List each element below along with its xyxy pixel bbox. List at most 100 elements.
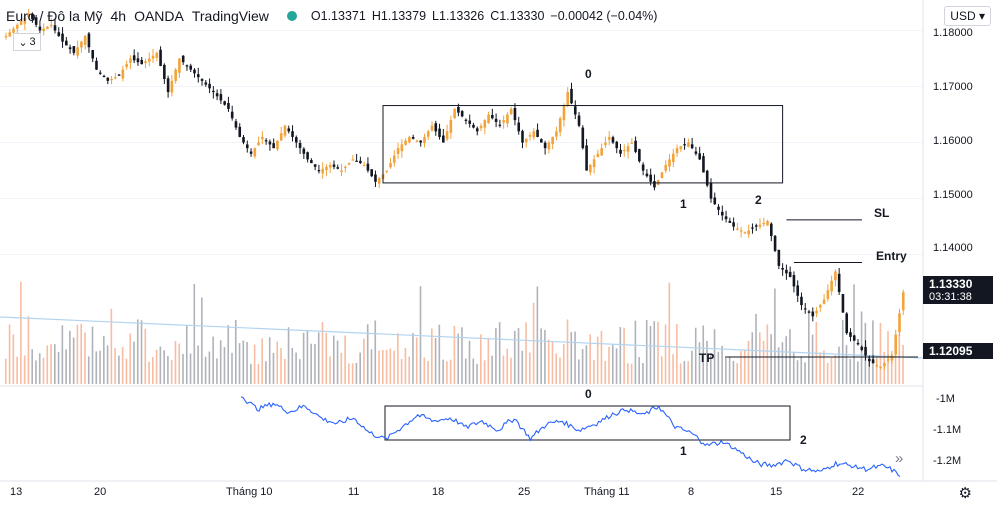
wave-point-0-label: 0 <box>585 67 592 81</box>
candle-body <box>747 230 750 235</box>
candle-body <box>68 47 72 50</box>
volume-bar <box>212 336 214 384</box>
volume-bar <box>540 328 542 384</box>
interval[interactable]: 4h <box>110 8 127 24</box>
candle-body <box>660 172 664 179</box>
candle-body <box>611 137 615 143</box>
indicator-count: 3 <box>29 36 36 48</box>
currency-selector[interactable]: USD ▾ <box>944 6 991 26</box>
candle-body <box>472 124 475 128</box>
candle-body <box>532 131 536 138</box>
volume-bar <box>694 327 697 384</box>
candle-body <box>423 136 426 144</box>
volume-bar <box>619 327 622 384</box>
volume-bar <box>389 348 392 384</box>
volume-bar <box>155 349 158 384</box>
candle-body <box>196 74 200 78</box>
high-value: H1.13379 <box>371 9 427 23</box>
candle-body <box>589 164 592 173</box>
candle-body <box>491 114 494 119</box>
candle-body <box>227 102 230 109</box>
volume-bar <box>529 352 531 384</box>
candle-body <box>8 32 12 37</box>
volume-bar <box>167 355 169 384</box>
candle-body <box>19 21 23 25</box>
volume-bar <box>136 319 139 384</box>
volume-bar <box>747 340 750 384</box>
volume-bar <box>653 321 656 384</box>
candle-body <box>80 41 83 48</box>
volume-bar <box>238 343 241 384</box>
candle-body <box>566 92 570 106</box>
volume-bar <box>110 308 113 384</box>
indicator-axis-label: -1M <box>936 393 955 405</box>
candle-body <box>344 166 347 169</box>
time-axis-label: 18 <box>432 486 445 498</box>
indicators-toggle-button[interactable]: ⌄ 3 <box>13 33 41 51</box>
candle-body <box>600 148 603 156</box>
volume-bar <box>498 322 501 384</box>
indicator-line <box>240 396 901 477</box>
candle-body <box>445 131 449 140</box>
candle-body <box>464 119 468 121</box>
volume-bar <box>91 326 94 384</box>
volume-bar <box>604 360 607 384</box>
time-axis-label: Tháng 11 <box>584 486 630 498</box>
candle-body <box>524 138 528 143</box>
candle-body <box>65 40 68 46</box>
candle-body <box>181 55 185 63</box>
candle-body <box>694 151 698 154</box>
volume-bar <box>796 360 799 384</box>
volume-bar <box>99 350 101 384</box>
symbol-name[interactable]: Euro / Đô la Mỹ <box>6 8 103 24</box>
candle-body <box>355 160 358 162</box>
scroll-to-latest-icon[interactable]: » <box>895 450 903 467</box>
candle-body <box>517 122 521 132</box>
volume-bar <box>227 325 230 384</box>
volume-bar <box>121 347 124 384</box>
volume-bar <box>431 328 433 384</box>
last-price-value: 1.13330 <box>929 277 973 291</box>
candle-body <box>754 225 758 227</box>
candle-body <box>690 144 694 149</box>
candle-body <box>577 115 581 126</box>
volume-bar <box>208 351 211 384</box>
candle-body <box>147 58 151 62</box>
volume-bar <box>216 358 218 384</box>
volume-bar <box>762 340 765 384</box>
candle-body <box>449 120 453 133</box>
volume-bar <box>777 347 780 384</box>
volume-bar <box>144 328 147 384</box>
entry-label: Entry <box>876 249 907 263</box>
candle-body <box>475 128 479 132</box>
volume-bar <box>80 323 82 384</box>
volume-bar <box>649 326 652 384</box>
candle-body <box>12 28 15 33</box>
volume-bar <box>140 320 143 384</box>
volume-bar <box>879 322 882 384</box>
volume-bar <box>800 356 803 384</box>
volume-bar <box>163 350 165 384</box>
volume-bar <box>713 329 716 384</box>
candle-body <box>668 159 671 167</box>
candle-body <box>581 127 585 149</box>
settings-gear-icon[interactable]: ⚙ <box>958 485 972 502</box>
candle-body <box>212 90 215 93</box>
last-price-tag: 1.13330 03:31:38 <box>923 276 993 304</box>
volume-bar <box>826 362 829 384</box>
volume-bar <box>472 358 475 384</box>
candle-body <box>328 164 332 168</box>
candle-body <box>822 299 826 304</box>
candle-body <box>393 155 396 163</box>
candle-body <box>61 33 64 42</box>
volume-bar <box>434 338 437 384</box>
volume-bar <box>536 286 539 384</box>
volume-bar <box>65 349 67 384</box>
candle-body <box>215 93 219 97</box>
volume-bar <box>510 357 512 384</box>
volume-bar <box>5 358 7 384</box>
sl-label: SL <box>874 206 889 220</box>
grid-lines <box>0 29 923 256</box>
candle-body <box>634 140 637 152</box>
